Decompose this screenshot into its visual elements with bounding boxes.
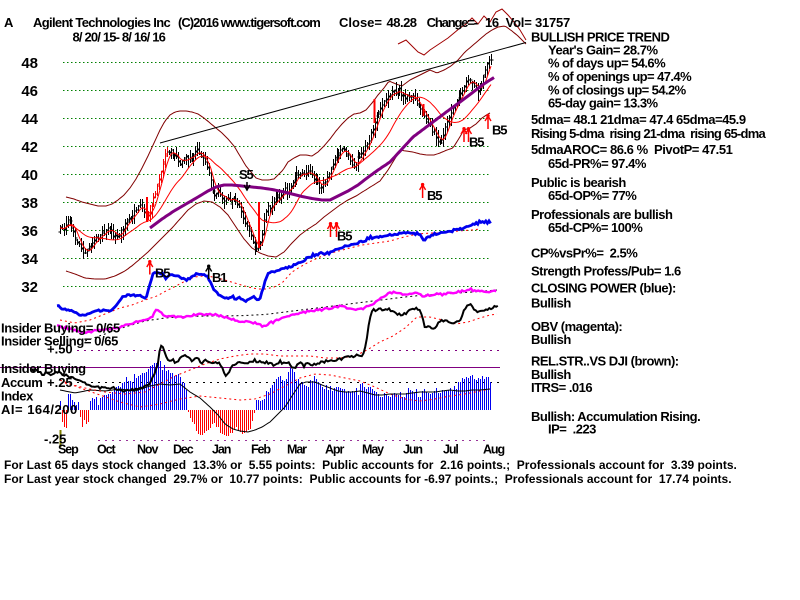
svg-text:B1: B1 [212,270,227,285]
svg-text:+.50: +.50 [47,342,73,357]
svg-text:Jul: Jul [443,443,458,457]
svg-text:Dec: Dec [173,443,194,457]
svg-text:Vol= 31757: Vol= 31757 [506,15,570,30]
svg-text:44: 44 [21,111,38,128]
svg-text:B5: B5 [427,188,442,203]
svg-text:Bullish: Accumulation Rising.: Bullish: Accumulation Rising. [531,409,700,424]
svg-text:16: 16 [485,15,499,30]
svg-text:S5: S5 [239,167,253,182]
svg-text:REL.STR..VS DJI (brown):: REL.STR..VS DJI (brown): [531,354,679,369]
svg-text:32: 32 [21,279,38,296]
svg-text:Index: Index [1,389,34,404]
svg-text:Close=: Close= [339,15,382,30]
svg-text:% of closings up= 54.2%: % of closings up= 54.2% [548,83,687,98]
svg-text:B5: B5 [492,123,507,138]
svg-text:CLOSING POWER (blue):: CLOSING POWER (blue): [531,281,676,296]
svg-text:For Last 65 days stock changed: For Last 65 days stock changed 13.3% or … [4,458,737,472]
svg-text:Agilent Technologies Inc: Agilent Technologies Inc [33,15,170,30]
svg-text:40: 40 [21,167,38,184]
svg-text:ITRS= .016: ITRS= .016 [531,380,592,395]
svg-text:Professionals are bullish: Professionals are bullish [531,207,673,222]
svg-text:Bullish: Bullish [531,332,571,347]
svg-text:65-day gain= 13.3%: 65-day gain= 13.3% [548,96,659,111]
svg-text:Jun: Jun [403,443,422,457]
svg-text:AI= 164/200: AI= 164/200 [1,402,78,417]
svg-text:Bullish: Bullish [531,367,571,382]
svg-text:38: 38 [21,195,38,212]
svg-text:+.25: +.25 [47,375,73,390]
svg-text:For Last year stock changed 2: For Last year stock changed 29.7% or 10.… [4,472,732,486]
svg-text:8/ 20/ 15- 8/ 16/ 16: 8/ 20/ 15- 8/ 16/ 16 [73,30,166,45]
svg-text:Year's Gain= 28.7%: Year's Gain= 28.7% [548,43,658,58]
svg-text:Feb: Feb [251,443,271,457]
svg-text:(C)2016 www.tigersoft.com: (C)2016 www.tigersoft.com [178,15,320,30]
svg-text:B5: B5 [469,135,484,150]
svg-text:65d-PR%= 97.4%: 65d-PR%= 97.4% [548,156,647,171]
svg-text:42: 42 [21,139,38,156]
svg-text:Apr: Apr [325,443,344,457]
svg-text:OBV (magenta):: OBV (magenta): [531,319,622,334]
svg-text:Bullish: Bullish [531,296,571,311]
svg-text:5dma= 48.1 21dma= 47.4 65dma=4: 5dma= 48.1 21dma= 47.4 65dma=45.9 [531,112,746,127]
svg-text:-.25: -.25 [44,432,66,447]
svg-text:Oct: Oct [97,443,116,457]
svg-text:B5: B5 [155,266,170,281]
svg-text:BULLISH PRICE TREND: BULLISH PRICE TREND [531,30,669,45]
svg-text:46: 46 [21,83,38,100]
svg-text:Nov: Nov [137,443,158,457]
svg-text:B5: B5 [337,229,352,244]
svg-text:May: May [362,443,384,457]
svg-text:% of days up= 54.6%: % of days up= 54.6% [548,56,666,71]
svg-text:IP= .223: IP= .223 [548,422,596,437]
svg-text:% of openings up= 47.4%: % of openings up= 47.4% [548,69,692,84]
svg-text:Mar: Mar [287,443,307,457]
svg-text:5dmaAROC= 86.6 % PivotP= 47.5: 5dmaAROC= 86.6 % PivotP= 47.51 [531,142,733,157]
svg-text:Strength Profess/Pub= 1.6: Strength Profess/Pub= 1.6 [531,264,681,279]
svg-text:Sep: Sep [58,443,79,457]
svg-text:Rising 5-dma rising 21-dma r: Rising 5-dma rising 21-dma rising 65-dma [531,126,767,141]
svg-text:36: 36 [21,223,38,240]
svg-text:65d-CP%= 100%: 65d-CP%= 100% [548,220,643,235]
svg-text:Insider Selling= 0/65: Insider Selling= 0/65 [1,334,118,349]
svg-text:65d-OP%= 77%: 65d-OP%= 77% [548,188,637,203]
svg-text:48.28: 48.28 [387,15,417,30]
svg-text:Jan: Jan [212,443,231,457]
svg-text:Change=-: Change=- [427,15,478,30]
svg-text:34: 34 [21,251,38,268]
svg-text:Insider Buying= 0/65: Insider Buying= 0/65 [1,321,120,336]
svg-text:48: 48 [21,55,38,72]
svg-text:Public is bearish: Public is bearish [531,175,626,190]
svg-text:Insider Buying: Insider Buying [1,361,86,376]
svg-text:Accum: Accum [1,375,42,390]
svg-text:A: A [4,15,14,30]
svg-text:CP%vsPr%= 2.5%: CP%vsPr%= 2.5% [531,246,638,261]
svg-text:Aug: Aug [483,443,504,457]
